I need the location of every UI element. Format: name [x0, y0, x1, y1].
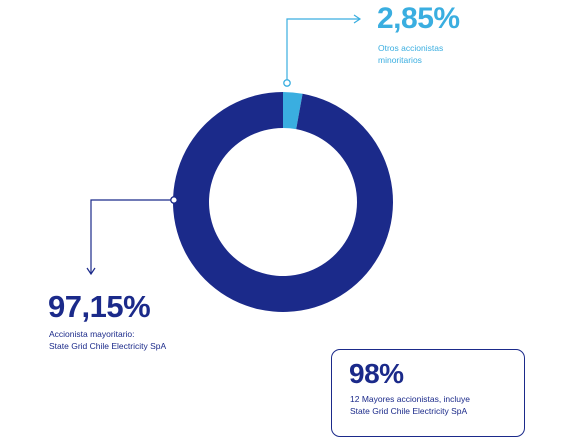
minority-description-line-2: minoritarios — [378, 55, 422, 65]
minority-leader-dot — [283, 79, 291, 87]
minority-leader-arrowhead — [353, 14, 362, 24]
top-shareholders-percentage: 98% — [349, 358, 404, 389]
top-shareholders-line-2: State Grid Chile Electricity SpA — [350, 406, 468, 416]
donut-slices — [172, 92, 393, 312]
majority-description-line-1: Accionista mayoritario: — [49, 329, 135, 339]
top-shareholders-description: 12 Mayores accionistas, incluye State Gr… — [350, 393, 520, 417]
majority-leader-dot — [170, 196, 178, 204]
majority-leader-arrowhead — [86, 267, 96, 276]
majority-leader-line — [90, 199, 171, 274]
minority-description-line-1: Otros accionistas — [378, 43, 444, 53]
top-shareholders-line-1: 12 Mayores accionistas, incluye — [350, 394, 471, 404]
majority-description-line-2: State Grid Chile Electricity SpA — [49, 341, 167, 351]
minority-percentage-label: 2,85% — [377, 2, 460, 35]
majority-percentage-label: 97,15% — [48, 289, 151, 324]
minority-description: Otros accionistas minoritarios — [378, 42, 508, 66]
majority-description: Accionista mayoritario: State Grid Chile… — [49, 328, 269, 352]
donut-slice-majority — [172, 92, 393, 312]
leader-lines — [86, 14, 362, 276]
minority-leader-line — [286, 18, 360, 80]
donut-slice-minority — [283, 92, 303, 130]
